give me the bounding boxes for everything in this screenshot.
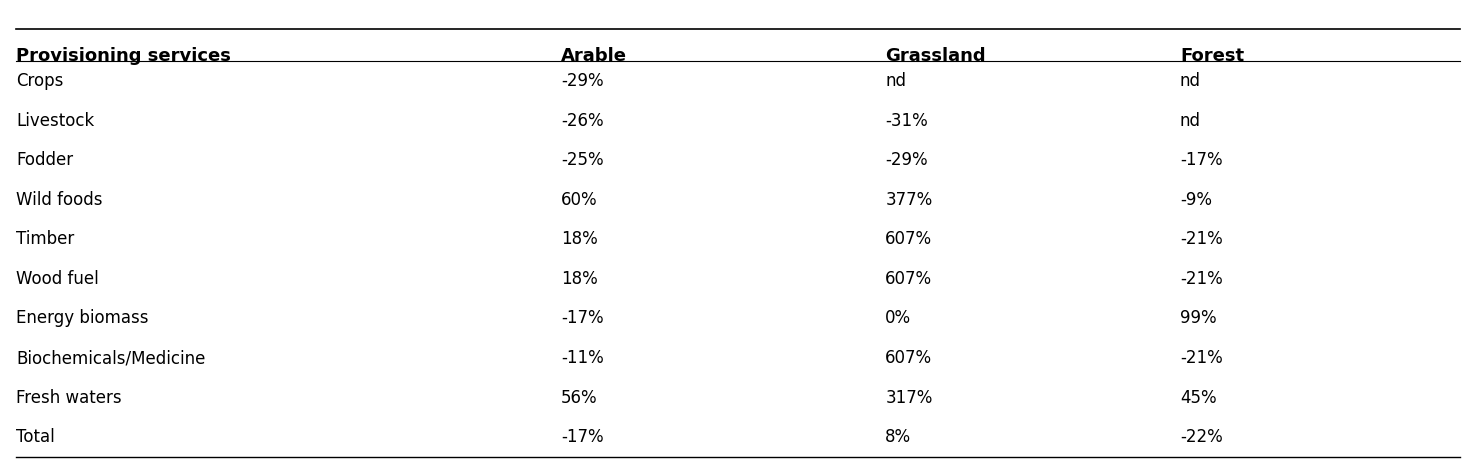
Text: Wild foods: Wild foods xyxy=(16,191,103,209)
Text: Fresh waters: Fresh waters xyxy=(16,388,121,407)
Text: 99%: 99% xyxy=(1179,309,1216,327)
Text: Arable: Arable xyxy=(561,47,627,65)
Text: -22%: -22% xyxy=(1179,428,1222,446)
Text: Crops: Crops xyxy=(16,72,63,90)
Text: Timber: Timber xyxy=(16,230,74,248)
Text: -21%: -21% xyxy=(1179,230,1222,248)
Text: Forest: Forest xyxy=(1179,47,1244,65)
Text: Wood fuel: Wood fuel xyxy=(16,270,99,288)
Text: 45%: 45% xyxy=(1179,388,1216,407)
Text: -17%: -17% xyxy=(1179,151,1222,169)
Text: 607%: 607% xyxy=(886,270,933,288)
Text: Fodder: Fodder xyxy=(16,151,74,169)
Text: -26%: -26% xyxy=(561,112,604,130)
Text: -31%: -31% xyxy=(886,112,928,130)
Text: Livestock: Livestock xyxy=(16,112,94,130)
Text: -21%: -21% xyxy=(1179,270,1222,288)
Text: nd: nd xyxy=(1179,72,1201,90)
Text: -25%: -25% xyxy=(561,151,604,169)
Text: -29%: -29% xyxy=(886,151,928,169)
Text: 18%: 18% xyxy=(561,230,598,248)
Text: 0%: 0% xyxy=(886,309,912,327)
Text: 8%: 8% xyxy=(886,428,912,446)
Text: 317%: 317% xyxy=(886,388,933,407)
Text: Grassland: Grassland xyxy=(886,47,986,65)
Text: 56%: 56% xyxy=(561,388,598,407)
Text: -17%: -17% xyxy=(561,428,604,446)
Text: Provisioning services: Provisioning services xyxy=(16,47,232,65)
Text: nd: nd xyxy=(886,72,906,90)
Text: -21%: -21% xyxy=(1179,349,1222,367)
Text: 607%: 607% xyxy=(886,349,933,367)
Text: -29%: -29% xyxy=(561,72,604,90)
Text: 607%: 607% xyxy=(886,230,933,248)
Text: -17%: -17% xyxy=(561,309,604,327)
Text: 18%: 18% xyxy=(561,270,598,288)
Text: -11%: -11% xyxy=(561,349,604,367)
Text: 60%: 60% xyxy=(561,191,598,209)
Text: Biochemicals/Medicine: Biochemicals/Medicine xyxy=(16,349,205,367)
Text: 377%: 377% xyxy=(886,191,933,209)
Text: nd: nd xyxy=(1179,112,1201,130)
Text: Energy biomass: Energy biomass xyxy=(16,309,149,327)
Text: -9%: -9% xyxy=(1179,191,1212,209)
Text: Total: Total xyxy=(16,428,55,446)
